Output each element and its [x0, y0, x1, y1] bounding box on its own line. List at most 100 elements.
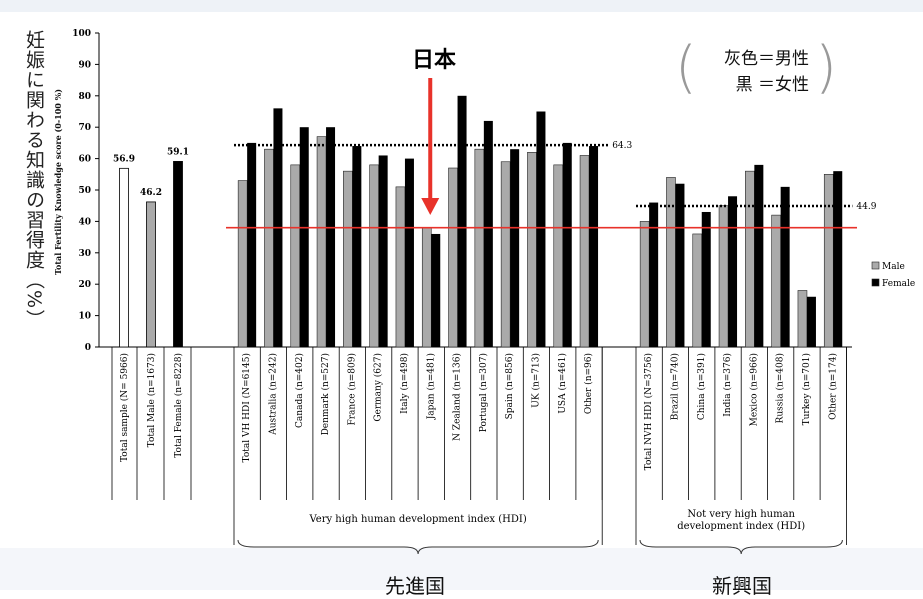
male-bar — [474, 148, 485, 348]
male-bar — [343, 170, 353, 348]
category-label-text: India (n=376) — [722, 353, 733, 417]
category-label-text: Australia (n=242) — [267, 353, 278, 436]
category-label: France (n=809) — [346, 353, 357, 425]
category-label: Brazil (n=740) — [669, 353, 680, 420]
category-label-text: France (n=809) — [346, 353, 357, 425]
category-label: Other (n=174) — [827, 353, 838, 420]
male-bar — [771, 214, 781, 348]
category-label: Germany (627) — [373, 353, 384, 422]
female-bar — [247, 142, 257, 347]
female-bar — [754, 164, 764, 347]
bottom-band — [0, 548, 923, 590]
category-label: Spain (n=856) — [504, 353, 515, 419]
group-name-label: Not very high human — [687, 509, 795, 520]
category-label-text: Total NVH HDI (N=3756) — [643, 353, 654, 470]
group-name-label: Very high human development index (HDI) — [308, 514, 526, 525]
category-label-text: Portugal (n=307) — [478, 353, 489, 432]
category-label: Japan (n=481) — [425, 353, 436, 420]
y-tick-label: 80 — [78, 92, 91, 102]
male-bar — [448, 167, 458, 348]
male-bar — [666, 177, 676, 348]
male-bar — [745, 170, 755, 348]
female-bar — [728, 196, 738, 347]
y-tick-label: 10 — [78, 312, 91, 322]
female-bar — [780, 186, 790, 347]
category-label-text: UK (n=713) — [530, 353, 541, 408]
female-bar — [352, 146, 362, 347]
group-mean-label: 44.9 — [856, 202, 876, 212]
category-label-text: N Zealand (n=136) — [452, 353, 463, 441]
y-tick-label: 70 — [78, 123, 91, 133]
category-label-text: Turkey (n=701) — [801, 353, 812, 425]
category-label: Total Male (n=1673) — [146, 353, 157, 447]
female-bar — [431, 233, 441, 347]
category-label-text: Japan (n=481) — [425, 353, 436, 420]
category-label: Total Female (n=8228) — [173, 353, 184, 458]
female-bar — [404, 158, 414, 347]
category-label: USA (n=461) — [557, 353, 568, 414]
male-bar — [264, 148, 274, 348]
total-bar — [173, 161, 183, 348]
category-label-text: Spain (n=856) — [504, 353, 515, 419]
male-bar — [316, 136, 327, 348]
total-value-label: 46.2 — [140, 188, 162, 198]
legend-label: Female — [882, 279, 915, 289]
male-bar — [797, 290, 808, 348]
category-label-text: Canada (n=402) — [294, 353, 305, 428]
male-bar — [290, 164, 301, 348]
female-bar — [589, 146, 599, 347]
category-label-text: Total sample (N= 5966) — [119, 353, 130, 462]
category-label-text: Italy (n=498) — [399, 353, 410, 414]
category-label-text: Total Male (n=1673) — [146, 353, 157, 447]
female-bar — [649, 202, 659, 347]
category-label-text: China (n=391) — [696, 353, 707, 420]
male-bar — [237, 180, 248, 348]
male-bar — [369, 164, 379, 348]
category-label-text: Other (n=174) — [827, 353, 838, 420]
category-label: India (n=376) — [722, 353, 733, 417]
category-label: Russia (n=408) — [775, 353, 786, 423]
female-bar — [510, 149, 520, 347]
y-tick-label: 30 — [78, 249, 91, 259]
y-tick-label: 20 — [78, 280, 91, 290]
total-value-label: 56.9 — [113, 154, 135, 164]
female-bar — [701, 211, 711, 347]
female-bar — [378, 155, 388, 347]
female-bar — [483, 120, 493, 347]
y-tick-label: 40 — [78, 217, 91, 227]
japan-annotation-label: 日本 — [412, 48, 457, 73]
category-label-text: Denmark (n=527) — [320, 353, 331, 435]
female-bar — [833, 171, 843, 347]
legend-swatch — [871, 261, 880, 270]
total-value-label: 59.1 — [167, 147, 189, 157]
total-bar — [119, 167, 129, 348]
male-bar — [421, 227, 432, 348]
male-bar — [639, 221, 650, 348]
category-label-text: Brazil (n=740) — [669, 353, 680, 420]
female-bar — [806, 296, 816, 347]
category-label-text: Total VH HDI (N=6145) — [241, 353, 252, 462]
female-bar — [457, 95, 467, 347]
category-label: Other (n=96) — [583, 353, 594, 414]
group-brace — [639, 539, 843, 555]
female-bar — [562, 142, 572, 347]
category-label: China (n=391) — [696, 353, 707, 420]
y-axis-title: Total Fertility Knowledge score (0-100 %… — [53, 88, 63, 276]
category-label-text: Other (n=96) — [583, 353, 594, 414]
category-label: Canada (n=402) — [294, 353, 305, 428]
category-label-text: Russia (n=408) — [775, 353, 786, 423]
female-bar — [299, 127, 309, 347]
legend-bracket-right: ) — [815, 35, 837, 100]
category-label-text: Mexico (n=966) — [748, 353, 759, 426]
group-name-label-2: development index (HDI) — [677, 521, 805, 532]
legend-bracket-left: ( — [675, 35, 697, 100]
legend-label: Male — [882, 262, 905, 272]
japan-arrow-head — [421, 198, 440, 215]
top-band — [0, 0, 923, 12]
male-bar — [500, 161, 511, 348]
category-label-text: USA (n=461) — [557, 353, 568, 414]
category-label-text: Germany (627) — [373, 353, 384, 422]
category-label: Denmark (n=527) — [320, 353, 331, 435]
female-bar — [536, 111, 546, 347]
